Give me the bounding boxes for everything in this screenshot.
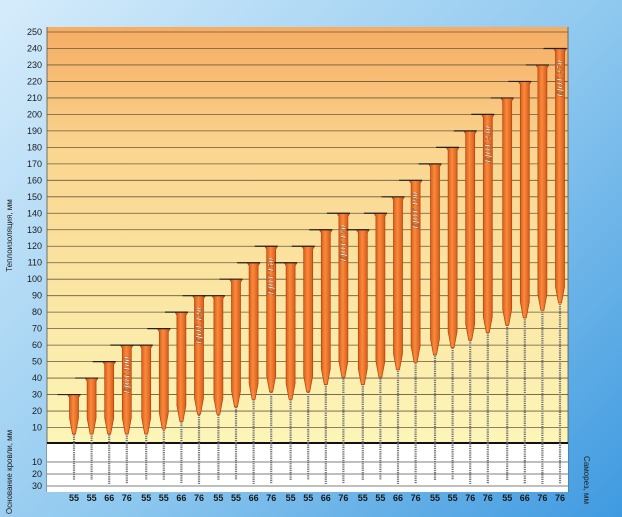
- y-tick-label: 170: [27, 159, 42, 169]
- y-tick-label: 120: [27, 241, 42, 251]
- bar: [535, 64, 550, 311]
- bar: [408, 179, 423, 363]
- bar: [552, 48, 568, 304]
- y-tick-label: 200: [27, 109, 42, 119]
- bar: [336, 212, 351, 378]
- x-tick-label: 55: [231, 493, 241, 503]
- x-tick-label: 76: [266, 493, 276, 503]
- y-tick-label: 50: [32, 357, 42, 367]
- x-tick-label: 66: [104, 493, 114, 503]
- bar-group-label: EJOT 190: [411, 192, 420, 230]
- lower-y-tick-label: 30: [32, 481, 42, 491]
- lower-y-axis-title: Основание кровли, мм: [5, 430, 14, 514]
- x-axis-title: Саморез, мм: [582, 456, 591, 504]
- y-tick-label: 130: [27, 225, 42, 235]
- x-tick-label: 55: [448, 493, 458, 503]
- x-tick-label: 55: [303, 493, 313, 503]
- bar: [427, 163, 443, 356]
- x-tick-label: 76: [338, 493, 348, 503]
- bar: [66, 394, 82, 435]
- x-tick-label: 76: [122, 493, 132, 503]
- y-tick-label: 230: [27, 60, 42, 70]
- x-tick-label: 66: [520, 493, 530, 503]
- x-tick-label: 76: [465, 493, 475, 503]
- x-tick-label: 55: [141, 493, 151, 503]
- bar-group-label: EJOT 270: [556, 60, 565, 98]
- x-tick-label: 55: [159, 493, 169, 503]
- x-tick-label: 55: [213, 493, 223, 503]
- y-tick-label: 80: [32, 307, 42, 317]
- x-tick-label: 76: [411, 493, 421, 503]
- x-tick-label: 66: [249, 493, 259, 503]
- bar: [283, 262, 298, 400]
- y-tick-label: 110: [28, 258, 42, 268]
- x-tick-label: 55: [87, 493, 97, 503]
- y-tick-label: 190: [27, 126, 42, 136]
- lower-y-tick-label: 10: [32, 457, 42, 467]
- bar: [228, 278, 244, 408]
- bar: [264, 245, 279, 393]
- y-tick-label: 70: [32, 324, 42, 334]
- y-tick-label: 90: [32, 291, 42, 301]
- y-axis-title: Теплоизоляция, мм: [5, 199, 14, 272]
- bar-group-label: EJOT 120: [195, 307, 204, 345]
- lower-y-tick-label: 20: [32, 469, 42, 479]
- bar: [139, 344, 154, 435]
- bar: [174, 311, 189, 423]
- y-tick-label: 20: [32, 406, 42, 416]
- bar-group-label: EJOT 150: [267, 258, 276, 296]
- bar: [102, 361, 117, 435]
- x-tick-label: 55: [502, 493, 512, 503]
- x-tick-label: 55: [430, 493, 440, 503]
- bar: [301, 245, 316, 393]
- bar: [390, 196, 406, 371]
- bar: [191, 295, 207, 415]
- x-tick-label: 76: [194, 493, 204, 503]
- y-tick-label: 10: [32, 423, 42, 433]
- y-tick-label: 150: [27, 192, 42, 202]
- bar: [445, 147, 460, 348]
- x-tick-label: 66: [321, 493, 331, 503]
- x-tick-label: 55: [286, 493, 296, 503]
- bar: [156, 328, 171, 430]
- y-tick-label: 60: [32, 340, 42, 350]
- y-tick-label: 30: [32, 390, 42, 400]
- x-tick-label: 66: [176, 493, 186, 503]
- bar: [517, 81, 532, 319]
- x-tick-label: 55: [358, 493, 368, 503]
- bar-group-label: EJOT 170: [339, 225, 348, 263]
- bar: [500, 97, 515, 326]
- y-tick-label: 140: [27, 208, 42, 218]
- x-tick-label: 76: [537, 493, 547, 503]
- bar-group-label: EJOT 100: [122, 356, 131, 394]
- y-tick-label: 210: [27, 93, 42, 103]
- bar: [246, 262, 261, 400]
- y-tick-label: 160: [27, 175, 42, 185]
- x-tick-label: 66: [393, 493, 403, 503]
- y-tick-label: 100: [27, 274, 42, 284]
- bar: [119, 344, 134, 435]
- bar: [463, 130, 478, 341]
- x-tick-label: 55: [69, 493, 79, 503]
- bar: [84, 377, 99, 435]
- x-tick-label: 76: [483, 493, 493, 503]
- bar: [480, 114, 495, 334]
- bar: [373, 212, 388, 378]
- y-tick-label: 240: [27, 43, 42, 53]
- x-tick-label: 76: [555, 493, 565, 503]
- y-tick-label: 250: [27, 27, 42, 37]
- bar: [355, 229, 370, 385]
- bar-group-label: EJOT 230: [483, 126, 492, 164]
- x-tick-label: 55: [375, 493, 385, 503]
- y-tick-label: 180: [27, 142, 42, 152]
- bar: [211, 295, 226, 415]
- y-tick-label: 220: [27, 76, 42, 86]
- bar: [318, 229, 333, 385]
- y-tick-label: 40: [32, 373, 42, 383]
